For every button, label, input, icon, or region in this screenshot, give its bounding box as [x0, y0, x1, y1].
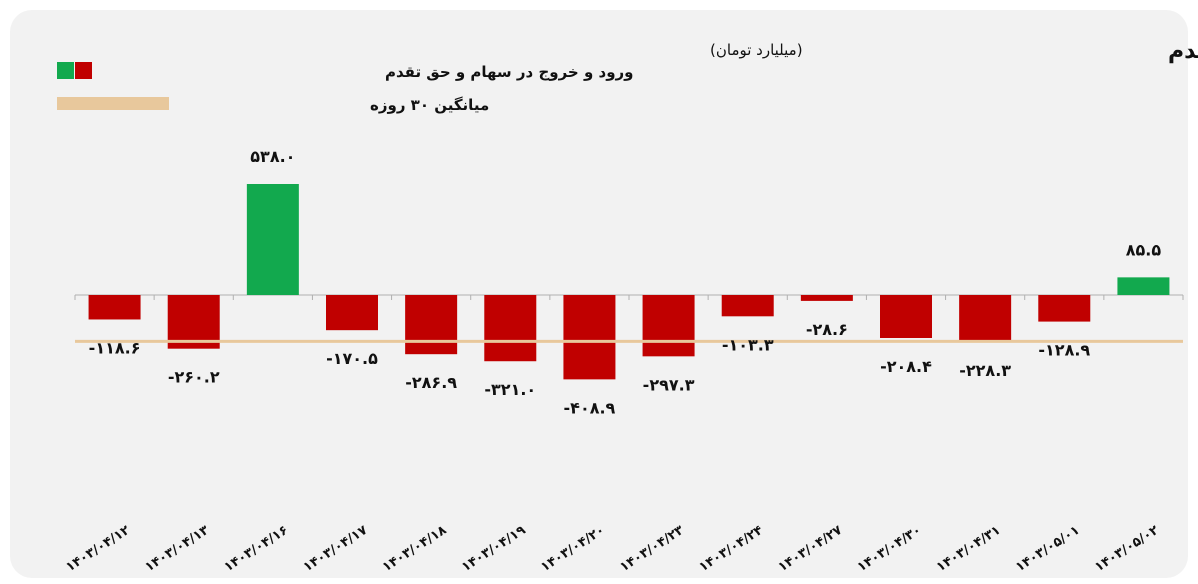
bar — [246, 184, 299, 295]
x-tick-label: ۱۴۰۳/۰۵/۰۱ — [1013, 523, 1082, 575]
data-label: -۴۰۸.۹ — [564, 398, 616, 417]
bar — [880, 295, 932, 338]
chart-subtitle: (میلیارد تومان) — [710, 41, 803, 59]
data-label: -۱۱۸.۶ — [89, 338, 141, 357]
bar — [326, 295, 378, 331]
chart-title: ورود و خروج پول حقیقی در سهام و حق تقدم — [1168, 39, 1198, 64]
x-tick-label: ۱۴۰۳/۰۴/۲۷ — [776, 523, 845, 575]
x-axis-labels: ۱۴۰۳/۰۴/۱۲ ۱۴۰۳/۰۴/۱۳ ۱۴۰۳/۰۴/۱۶ ۱۴۰۳/۰۴/۱۷… — [63, 523, 1161, 575]
x-tick-label: ۱۴۰۳/۰۴/۲۴ — [697, 523, 766, 575]
axis-ticks — [74, 295, 1184, 300]
data-label: -۱۰۳.۳ — [722, 335, 774, 354]
bar — [1117, 277, 1170, 295]
x-tick-label: ۱۴۰۳/۰۴/۱۸ — [380, 523, 449, 575]
x-tick-label: ۱۴۰۳/۰۴/۳۰ — [855, 523, 924, 575]
x-tick-label: ۱۴۰۳/۰۴/۱۳ — [143, 523, 212, 575]
data-label: -۱۷۰.۵ — [326, 349, 378, 368]
chart-card — [10, 10, 1188, 578]
legend-swatch-positive — [57, 62, 74, 79]
bars — [88, 184, 1170, 380]
legend-label-bars: ورود و خروج در سهام و حق تقدم — [385, 63, 634, 81]
legend-swatch-negative — [75, 62, 92, 79]
bar — [1038, 295, 1091, 322]
x-tick-label: ۱۴۰۳/۰۴/۱۲ — [63, 523, 132, 575]
bar — [800, 295, 853, 301]
x-tick-label: ۱۴۰۳/۰۴/۱۹ — [459, 523, 528, 575]
bar — [563, 295, 616, 380]
bar — [959, 295, 1012, 343]
data-label: -۲۰۸.۴ — [880, 357, 932, 376]
value-labels: -۱۱۸.۶ -۲۶۰.۲ ۵۳۸.۰ -۱۷۰.۵ -۲۸۶.۹ -۳۲۱.۰ -۴۰۸.… — [89, 147, 1162, 417]
x-tick-label: ۱۴۰۳/۰۴/۳۱ — [934, 523, 1003, 575]
data-label: ۵۳۸.۰ — [250, 147, 295, 166]
data-label: -۲۸۶.۹ — [405, 373, 457, 392]
data-label: ۸۵.۵ — [1126, 240, 1162, 259]
bar — [642, 295, 695, 357]
data-label: -۲۹۷.۳ — [643, 375, 695, 394]
legend-label-average: میانگین ۳۰ روزه — [370, 96, 489, 114]
x-tick-label: ۱۴۰۳/۰۴/۱۶ — [222, 523, 291, 575]
x-tick-label: ۱۴۰۳/۰۴/۲۳ — [617, 523, 686, 575]
x-tick-label: ۱۴۰۳/۰۴/۱۷ — [301, 523, 370, 575]
bar — [405, 295, 458, 355]
data-label: -۲۲۸.۳ — [959, 361, 1011, 380]
legend: ورود و خروج در سهام و حق تقدم میانگین ۳۰… — [57, 62, 634, 114]
x-tick-label: ۱۴۰۳/۰۵/۰۲ — [1092, 523, 1161, 575]
bar — [484, 295, 537, 362]
data-label: -۳۲۱.۰ — [484, 380, 536, 399]
legend-swatch-average — [57, 97, 169, 110]
data-label: -۱۲۸.۹ — [1038, 341, 1090, 360]
data-label: -۲۸.۶ — [806, 320, 848, 339]
bar — [88, 295, 141, 320]
data-label: -۲۶۰.۲ — [168, 368, 220, 387]
x-tick-label: ۱۴۰۳/۰۴/۲۰ — [538, 523, 607, 575]
bar — [167, 295, 220, 349]
bar — [721, 295, 774, 317]
